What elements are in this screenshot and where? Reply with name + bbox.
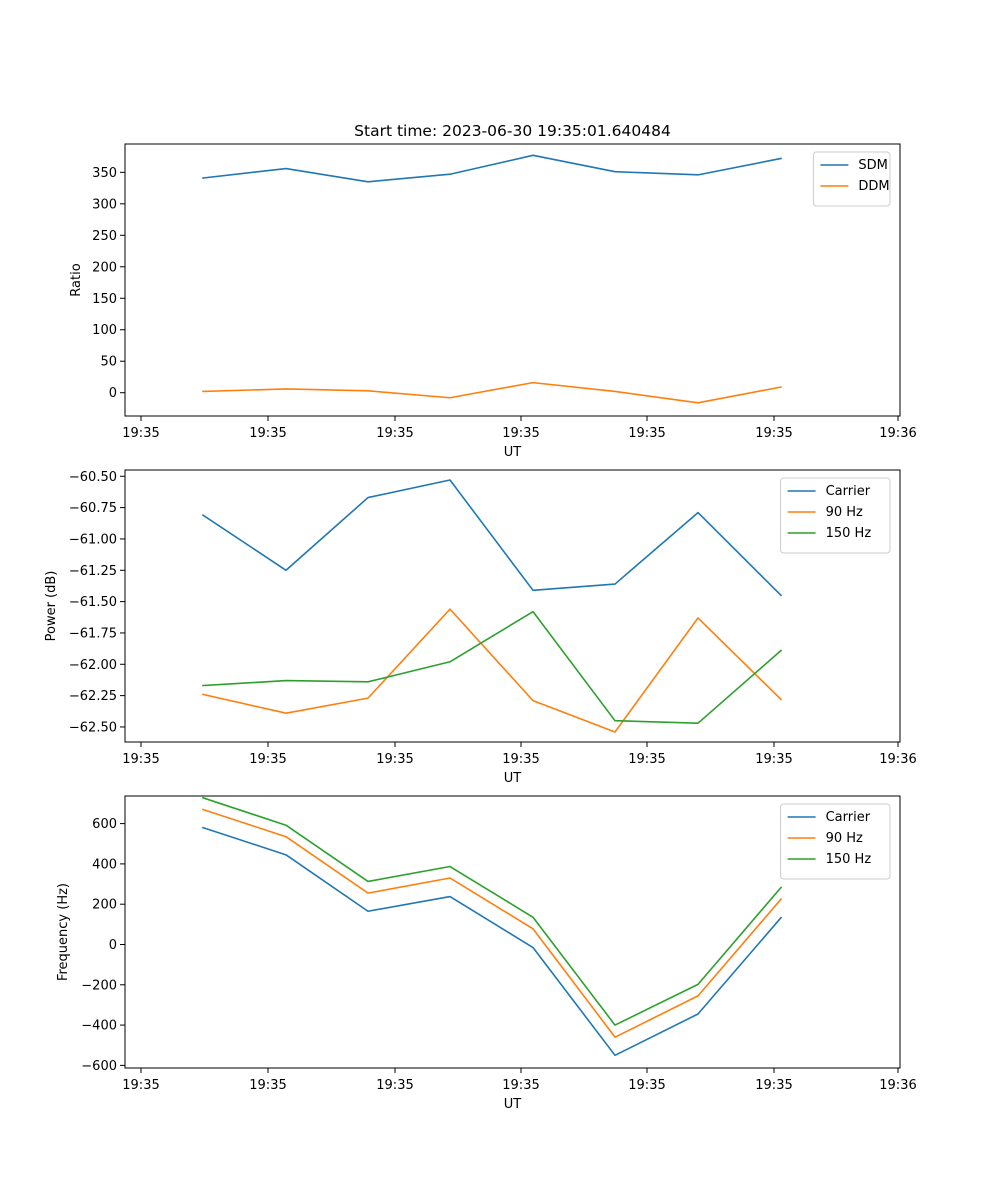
x-tick-label: 19:35 bbox=[249, 752, 286, 767]
x-tick-label: 19:35 bbox=[122, 1078, 159, 1093]
x-tick-label: 19:35 bbox=[502, 752, 539, 767]
y-tick-label: −61.00 bbox=[69, 532, 117, 547]
series-line-90-hz bbox=[201, 808, 783, 1038]
series-line-150-hz bbox=[201, 796, 783, 1026]
series-line-sdm bbox=[202, 154, 782, 183]
series-line-150-hz bbox=[202, 610, 783, 725]
y-tick-label: 150 bbox=[92, 292, 117, 307]
ratio-panel: 19:35 19:35 19:35 19:35 19:35 19:35 19:36 0 50 10… bbox=[69, 143, 917, 460]
y-tick-label: 350 bbox=[92, 166, 117, 181]
x-tick-label: 19:35 bbox=[502, 1078, 539, 1093]
y-tick-label: −400 bbox=[81, 1019, 117, 1034]
x-tick-label: 19:35 bbox=[122, 426, 159, 441]
legend-entry: 150 Hz bbox=[826, 526, 872, 541]
x-tick-label: 19:35 bbox=[122, 752, 159, 767]
y-tick-label: −61.75 bbox=[69, 626, 117, 641]
legend-entry: 150 Hz bbox=[826, 852, 872, 867]
y-tick-label: −61.25 bbox=[69, 564, 117, 579]
legend: SDM DDM bbox=[812, 151, 891, 207]
x-axis-label: UT bbox=[504, 771, 522, 786]
plot-area bbox=[124, 469, 901, 743]
x-tick-label: 19:35 bbox=[249, 1078, 286, 1093]
x-axis-label: UT bbox=[504, 1097, 522, 1112]
y-tick-label: 200 bbox=[92, 260, 117, 275]
legend-entry: DDM bbox=[858, 179, 889, 194]
x-tick-label: 19:36 bbox=[879, 752, 916, 767]
x-tick-label: 19:36 bbox=[879, 1078, 916, 1093]
series-line-ddm bbox=[202, 381, 782, 404]
legend-entry: Carrier bbox=[826, 484, 871, 499]
x-tick-label: 19:35 bbox=[502, 426, 539, 441]
plot-area bbox=[124, 795, 901, 1069]
y-tick-label: −61.50 bbox=[69, 595, 117, 610]
series-line-carrier bbox=[201, 479, 783, 597]
y-tick-label: 250 bbox=[92, 229, 117, 244]
y-axis-label: Ratio bbox=[69, 263, 84, 296]
y-tick-label: 100 bbox=[92, 323, 117, 338]
frequency-panel: 19:35 19:35 19:35 19:35 19:35 19:35 19:36 −600 −… bbox=[56, 795, 917, 1112]
y-tick-label: −60.50 bbox=[69, 470, 117, 485]
y-tick-label: 0 bbox=[109, 938, 117, 953]
y-tick-label: −600 bbox=[81, 1059, 117, 1074]
y-tick-label: −62.00 bbox=[69, 658, 117, 673]
x-tick-label: 19:35 bbox=[628, 426, 665, 441]
series-line-90-hz bbox=[202, 608, 783, 733]
y-tick-label: −62.25 bbox=[69, 689, 117, 704]
y-tick-label: 0 bbox=[109, 386, 117, 401]
x-tick-label: 19:35 bbox=[376, 426, 413, 441]
x-tick-label: 19:35 bbox=[755, 426, 792, 441]
x-tick-label: 19:35 bbox=[628, 752, 665, 767]
legend: Carrier 90 Hz 150 Hz bbox=[780, 803, 891, 880]
x-tick-label: 19:35 bbox=[755, 1078, 792, 1093]
x-tick-label: 19:35 bbox=[628, 1078, 665, 1093]
legend-entry: 90 Hz bbox=[826, 505, 863, 520]
y-tick-label: 200 bbox=[92, 898, 117, 913]
x-tick-label: 19:35 bbox=[755, 752, 792, 767]
y-tick-label: −60.75 bbox=[69, 501, 117, 516]
y-tick-label: −200 bbox=[81, 978, 117, 993]
x-tick-label: 19:36 bbox=[879, 426, 916, 441]
y-axis-label: Frequency (Hz) bbox=[56, 883, 71, 981]
y-tick-label: 50 bbox=[100, 355, 117, 370]
chart-title: Start time: 2023-06-30 19:35:01.640484 bbox=[354, 122, 671, 140]
x-axis-label: UT bbox=[504, 445, 522, 460]
power-panel: 19:35 19:35 19:35 19:35 19:35 19:35 19:36 −60.5… bbox=[44, 469, 917, 786]
y-axis-label: Power (dB) bbox=[44, 571, 59, 642]
x-tick-label: 19:35 bbox=[376, 752, 413, 767]
legend-entry: SDM bbox=[858, 158, 887, 173]
y-tick-label: 300 bbox=[92, 197, 117, 212]
legend-entry: 90 Hz bbox=[826, 831, 863, 846]
series-line-carrier bbox=[201, 826, 783, 1057]
legend-box bbox=[780, 803, 891, 880]
y-tick-label: −62.50 bbox=[69, 720, 117, 735]
legend: Carrier 90 Hz 150 Hz bbox=[780, 477, 891, 554]
y-tick-label: 400 bbox=[92, 857, 117, 872]
legend-entry: Carrier bbox=[826, 810, 871, 825]
y-tick-label: 600 bbox=[92, 817, 117, 832]
x-tick-label: 19:35 bbox=[376, 1078, 413, 1093]
x-tick-label: 19:35 bbox=[249, 426, 286, 441]
plot-area bbox=[124, 143, 901, 417]
legend-box bbox=[780, 477, 891, 554]
